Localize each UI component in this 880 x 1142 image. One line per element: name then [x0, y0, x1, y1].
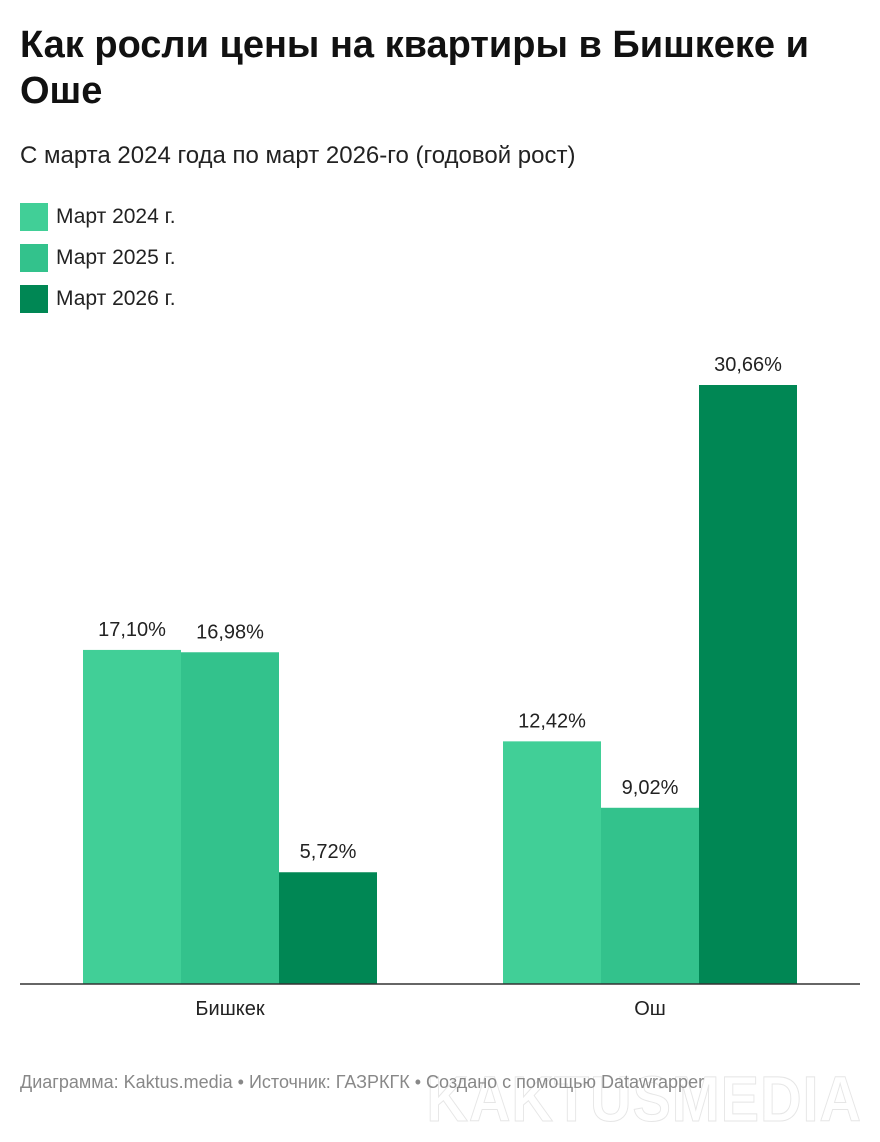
legend-label: Март 2025 г. — [56, 245, 176, 269]
legend-item: Март 2024 г. — [20, 196, 176, 237]
chart-title: Как росли цены на квартиры в Бишкеке и О… — [20, 24, 809, 112]
legend-item: Март 2025 г. — [20, 237, 176, 278]
bar — [699, 385, 797, 984]
bar — [181, 652, 279, 984]
x-tick-label: Ош — [634, 998, 666, 1020]
bar — [601, 807, 699, 984]
data-label: 12,42% — [518, 710, 586, 732]
watermark-logo: KAKTUSMEDIA — [426, 1063, 862, 1136]
data-label: 30,66% — [714, 354, 782, 376]
legend: Март 2024 г. Март 2025 г. Март 2026 г. — [20, 196, 176, 319]
bar — [83, 649, 181, 984]
legend-swatch — [20, 202, 48, 231]
legend-label: Март 2026 г. — [56, 286, 176, 310]
legend-swatch — [20, 243, 48, 272]
legend-label: Март 2024 г. — [56, 204, 176, 228]
chart-subtitle: С марта 2024 года по март 2026-го (годов… — [20, 142, 576, 169]
footer-credits: Диаграмма: Kaktus.media • Источник: ГАЗР… — [20, 1072, 705, 1092]
data-label: 16,98% — [196, 621, 264, 643]
x-tick-label: Бишкек — [195, 998, 264, 1020]
data-label: 17,10% — [98, 619, 166, 641]
data-label: 5,72% — [300, 841, 357, 863]
data-label: 9,02% — [622, 777, 679, 799]
legend-item: Март 2026 г. — [20, 278, 176, 319]
bar — [279, 872, 377, 984]
bar — [503, 741, 601, 984]
legend-swatch — [20, 284, 48, 313]
